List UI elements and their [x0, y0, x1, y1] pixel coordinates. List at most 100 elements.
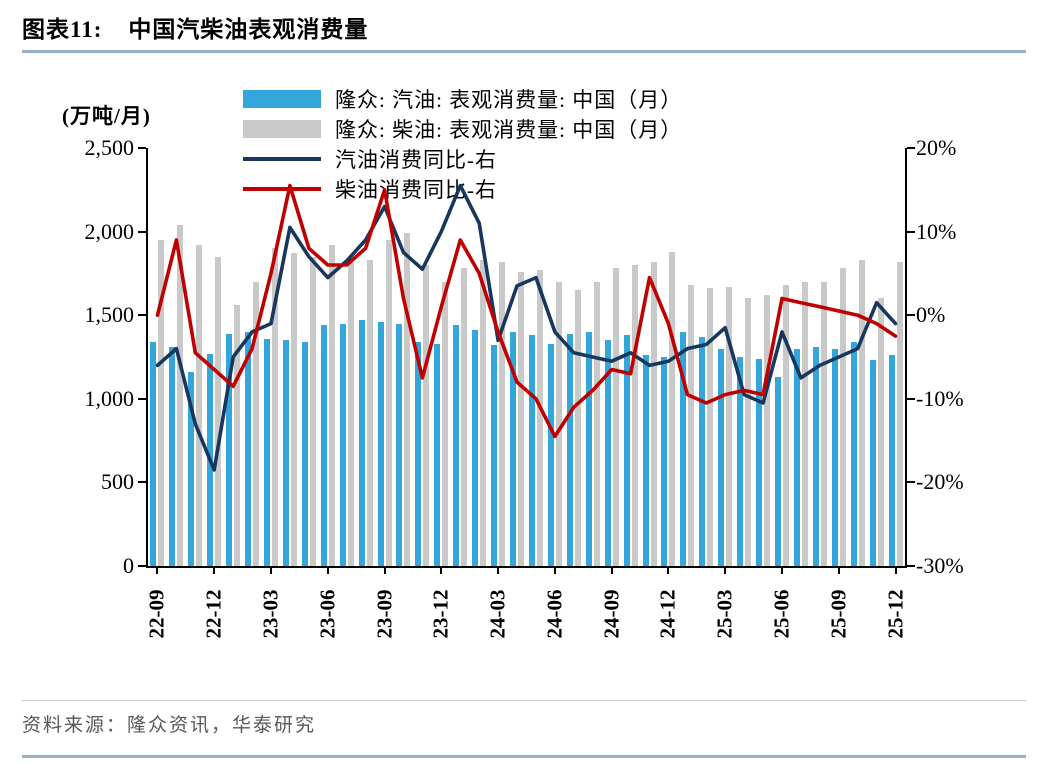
bar-diesel [480, 260, 487, 566]
legend-swatch-gasoline-bar [243, 90, 321, 108]
bar-diesel [745, 298, 752, 566]
bar-gasoline [737, 357, 744, 566]
footer-divider [22, 700, 1026, 701]
x-axis-tick-mark [837, 566, 840, 574]
y-axis-tick-label-right: -10% [916, 385, 964, 411]
y-axis-tick-mark-left [138, 147, 146, 149]
bar-gasoline [623, 335, 630, 566]
x-axis-tick-label: 24-09 [599, 589, 624, 639]
bar-gasoline [888, 355, 895, 566]
legend-item-diesel-bar: 隆众: 柴油: 表观消费量: 中国（月） [243, 114, 682, 144]
bar-diesel [726, 286, 733, 566]
y-axis-tick-label-left: 2,500 [84, 135, 135, 160]
y-axis-tick-mark-right [907, 147, 915, 149]
bar-diesel [858, 260, 865, 566]
bar-gasoline [169, 346, 176, 566]
y-axis-tick-mark-right [907, 314, 915, 317]
bar-diesel [215, 256, 222, 566]
source-text: 资料来源：隆众资讯，华泰研究 [22, 715, 317, 736]
y-axis-line-left [146, 148, 148, 568]
bar-diesel [442, 281, 449, 566]
x-axis-tick-mark [270, 566, 272, 574]
bar-diesel [669, 251, 676, 566]
y-axis-tick-label-left: 0 [123, 553, 134, 578]
bar-diesel [328, 244, 335, 566]
bar-gasoline [585, 331, 592, 566]
y-axis-tick-label-right: -20% [916, 469, 964, 495]
x-axis-tick-mark [667, 566, 670, 574]
bar-diesel [177, 224, 184, 566]
bar-gasoline [869, 360, 876, 566]
y-axis-tick-mark-left [138, 230, 146, 233]
bar-gasoline [301, 341, 308, 566]
x-axis-tick-mark [610, 566, 613, 574]
bar-gasoline [831, 348, 838, 566]
y-axis-tick-label-left: 500 [101, 469, 134, 495]
bar-gasoline [472, 330, 479, 566]
x-axis-tick-label: 23-12 [428, 589, 453, 639]
legend-swatch-diesel-bar [243, 120, 321, 138]
bar-diesel [896, 261, 903, 566]
x-axis-tick-mark [383, 566, 386, 574]
y-axis-tick-mark-left [138, 565, 146, 567]
y-axis-tick-label-right: 0% [916, 302, 946, 328]
bar-gasoline [491, 345, 498, 566]
bar-gasoline [358, 320, 365, 566]
y-axis-tick-mark-right [907, 565, 915, 567]
bar-gasoline [150, 341, 157, 566]
bar-diesel [461, 268, 468, 566]
bar-gasoline [339, 323, 346, 566]
bar-gasoline [566, 333, 573, 566]
bar-gasoline [377, 321, 384, 566]
bar-diesel [782, 285, 789, 566]
bar-gasoline [415, 341, 422, 566]
y-axis-tick-label-left: 1,500 [84, 302, 135, 328]
bar-diesel [764, 295, 771, 566]
bar-diesel [366, 260, 373, 566]
y-axis-tick-mark-right [907, 481, 915, 484]
x-axis-tick-label: 23-03 [258, 589, 283, 639]
x-axis-tick-label: 23-06 [315, 589, 340, 639]
x-axis-tick-mark [440, 566, 443, 574]
x-axis-tick-mark [780, 566, 783, 574]
bar-gasoline [245, 331, 252, 566]
x-axis-tick-label: 25-03 [712, 589, 737, 639]
bar-gasoline [793, 348, 800, 566]
bar-gasoline [188, 372, 195, 566]
y-axis-tick-mark-left [138, 397, 146, 400]
x-axis-tick-label: 24-03 [485, 589, 510, 639]
bar-gasoline [434, 343, 441, 566]
bar-gasoline [680, 331, 687, 566]
x-axis-tick-label: 25-06 [769, 589, 794, 639]
x-axis-line [146, 566, 907, 568]
y-axis-tick-mark-right [907, 397, 915, 400]
bar-gasoline [264, 338, 270, 566]
bar-diesel [158, 239, 165, 566]
bar-diesel [385, 239, 392, 566]
x-axis-tick-label: 25-09 [826, 589, 851, 639]
bar-diesel [650, 261, 657, 566]
bar-gasoline [699, 336, 706, 566]
bar-diesel [593, 281, 600, 566]
bar-gasoline [226, 333, 233, 566]
bar-diesel [423, 265, 430, 566]
bar-diesel [518, 271, 525, 566]
y-axis-line-right [905, 148, 907, 568]
bar-diesel [688, 285, 695, 566]
bar-gasoline [642, 355, 649, 566]
bar-gasoline [756, 358, 763, 566]
x-axis-tick-label: 22-09 [144, 589, 169, 639]
legend-swatch-gasoline-yoy [243, 157, 321, 161]
x-axis-tick-mark [326, 566, 329, 574]
legend-label-diesel-bar: 隆众: 柴油: 表观消费量: 中国（月） [335, 118, 683, 142]
y-axis-tick-label-left: 2,000 [84, 218, 135, 244]
bar-gasoline [453, 325, 460, 566]
y-axis-tick-label-right: -30% [916, 553, 964, 578]
x-axis-tick-mark [724, 566, 727, 574]
bar-gasoline [528, 335, 535, 566]
legend-item-gasoline-yoy-line: 汽油消费同比-右 [243, 144, 682, 174]
bar-diesel [574, 290, 581, 566]
bar-diesel [820, 281, 827, 566]
bar-gasoline [320, 325, 327, 566]
